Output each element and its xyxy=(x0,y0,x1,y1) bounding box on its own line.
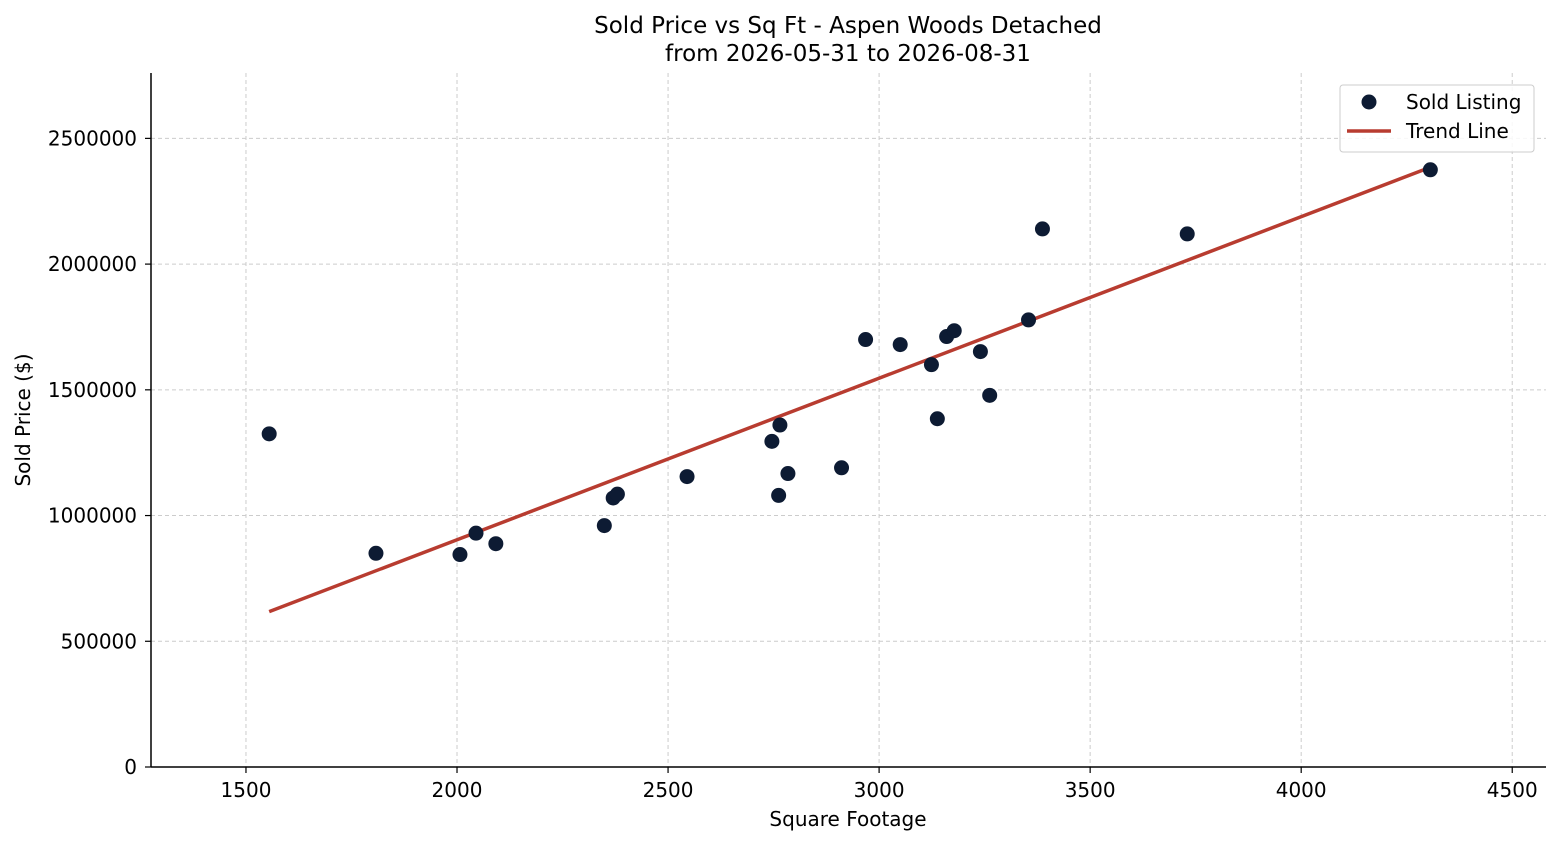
x-tick-label: 1500 xyxy=(221,778,272,802)
x-tick-label: 3500 xyxy=(1065,778,1116,802)
legend-label-trend-line: Trend Line xyxy=(1405,119,1509,143)
x-axis-label: Square Footage xyxy=(769,807,926,831)
data-point xyxy=(982,387,998,403)
data-point xyxy=(858,332,874,348)
axes-layer xyxy=(150,73,1546,768)
grid-layer xyxy=(151,73,1546,768)
points-layer xyxy=(261,162,1438,563)
data-point xyxy=(1179,226,1195,242)
data-point xyxy=(771,487,787,503)
y-tick-label: 2500000 xyxy=(48,126,137,150)
x-tick-label: 3000 xyxy=(854,778,905,802)
data-point xyxy=(368,545,384,561)
data-point xyxy=(609,486,625,502)
data-point xyxy=(972,344,988,360)
data-point xyxy=(1422,162,1438,178)
data-point xyxy=(834,460,850,476)
data-point xyxy=(946,323,962,339)
legend-box xyxy=(1339,84,1535,153)
trend-line xyxy=(268,165,1431,614)
ticks-layer: 1500 2000 2500 3000 3500 4000 4500 0 500000 10000… xyxy=(48,126,1538,802)
data-point xyxy=(1034,221,1050,237)
data-point xyxy=(780,466,796,482)
data-point xyxy=(929,411,945,427)
y-tick-label: 1000000 xyxy=(48,504,137,528)
legend-marker-sold-listing xyxy=(1361,94,1377,110)
legend: Sold Listing Trend Line xyxy=(1339,84,1535,153)
data-point xyxy=(468,525,484,541)
data-point xyxy=(923,357,939,373)
data-point xyxy=(1021,312,1037,328)
data-point xyxy=(772,417,788,433)
data-point xyxy=(764,433,780,449)
y-tick-label: 0 xyxy=(124,755,137,779)
x-tick-label: 2500 xyxy=(643,778,694,802)
chart-title: Sold Price vs Sq Ft - Aspen Woods Detach… xyxy=(594,13,1102,39)
x-tick-label: 4000 xyxy=(1276,778,1327,802)
legend-label-sold-listing: Sold Listing xyxy=(1406,90,1521,114)
data-point xyxy=(679,469,695,485)
chart-subtitle: from 2026-05-31 to 2026-08-31 xyxy=(665,41,1031,67)
x-tick-label: 2000 xyxy=(432,778,483,802)
data-point xyxy=(892,337,908,353)
data-point xyxy=(452,547,468,563)
data-point xyxy=(596,518,612,534)
x-tick-label: 4500 xyxy=(1487,778,1538,802)
y-tick-label: 1500000 xyxy=(48,378,137,402)
data-point xyxy=(261,426,277,442)
trend-line-layer xyxy=(268,165,1431,614)
y-tick-label: 500000 xyxy=(61,629,137,653)
y-axis-label: Sold Price ($) xyxy=(11,353,35,486)
y-tick-label: 2000000 xyxy=(48,252,137,276)
data-point xyxy=(488,536,504,552)
